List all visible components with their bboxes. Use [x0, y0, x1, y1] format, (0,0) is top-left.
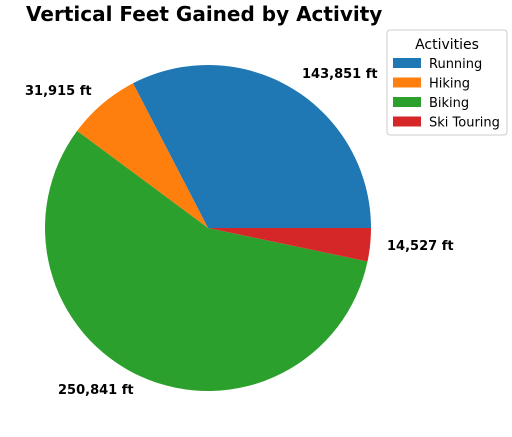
slice-label-ski-touring: 14,527 ft: [387, 239, 454, 254]
slice-label-running: 143,851 ft: [302, 67, 378, 82]
legend-frame: [386, 29, 508, 136]
slice-label-biking: 250,841 ft: [58, 383, 134, 398]
legend-items: Running Hiking Biking Ski Touring: [393, 57, 500, 131]
legend-label-hiking: Hiking: [429, 77, 470, 92]
pie-slice-running: [133, 65, 371, 228]
legend: Activities Running Hiking Biking Ski Tourin…: [386, 29, 508, 136]
legend-label-ski-touring: Ski Touring: [429, 116, 500, 131]
pie-slice-ski-touring: [208, 228, 371, 262]
pie-slices: [44, 65, 371, 391]
pie-slice-biking: [44, 130, 368, 391]
slice-labels: 143,851 ft 31,915 ft 250,841 ft 14,527 ft: [25, 67, 454, 398]
legend-label-running: Running: [429, 57, 482, 72]
legend-title: Activities: [415, 37, 479, 53]
slice-label-hiking: 31,915 ft: [25, 84, 92, 99]
legend-swatch-hiking: [393, 77, 421, 88]
legend-label-biking: Biking: [429, 96, 469, 111]
legend-swatch-biking: [393, 97, 421, 107]
chart-title: Vertical Feet Gained by Activity: [26, 2, 382, 26]
pie-slice-hiking: [77, 83, 208, 228]
legend-swatch-ski-touring: [393, 116, 421, 127]
legend-swatch-running: [393, 58, 421, 68]
